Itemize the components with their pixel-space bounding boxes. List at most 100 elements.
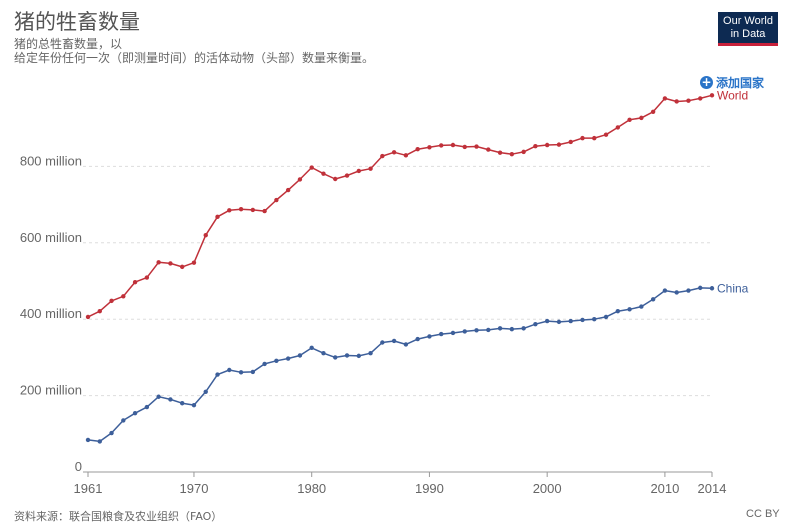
data-point-china — [238, 370, 244, 375]
data-point-china — [568, 318, 573, 324]
data-point-china — [439, 331, 444, 337]
data-point-world — [439, 143, 444, 148]
x-tick-label: 1980 — [297, 481, 326, 496]
data-point-china — [497, 326, 503, 331]
data-point-china — [509, 326, 515, 332]
data-point-world — [309, 165, 314, 170]
x-tick-label: 1990 — [415, 481, 444, 496]
data-point-world — [580, 135, 585, 141]
owid-logo[interactable]: Our World in Data — [718, 12, 778, 46]
data-point-world — [156, 260, 161, 265]
data-point-world — [168, 261, 173, 266]
data-point-china — [168, 397, 173, 402]
data-point-world — [344, 173, 350, 178]
data-point-china — [415, 336, 420, 342]
data-point-china — [132, 410, 138, 416]
data-point-world — [474, 144, 479, 149]
data-point-china — [262, 361, 267, 367]
data-point-world — [297, 177, 303, 182]
data-point-world — [698, 96, 703, 101]
data-point-china — [156, 394, 161, 399]
data-point-world — [450, 142, 456, 148]
data-point-china — [144, 404, 150, 410]
data-point-china — [709, 286, 715, 291]
y-tick-label: 0 — [75, 459, 82, 474]
data-point-world — [238, 206, 244, 212]
data-point-china — [462, 329, 467, 334]
data-point-world — [121, 294, 126, 299]
logo-line-2: in Data — [730, 28, 766, 40]
data-point-world — [627, 117, 632, 122]
data-point-china — [121, 418, 126, 423]
series-labels: World China — [717, 88, 749, 295]
data-point-world — [415, 147, 420, 152]
data-point-world — [109, 298, 114, 304]
data-point-world — [85, 314, 91, 320]
add-country-label: 添加国家 — [716, 76, 765, 90]
data-point-world — [650, 109, 656, 114]
data-point-china — [191, 402, 197, 408]
add-country-button[interactable]: + 添加国家 — [700, 74, 764, 91]
data-point-china — [215, 372, 220, 377]
data-point-world — [368, 166, 373, 171]
data-point-china — [474, 328, 479, 333]
data-point-world — [227, 208, 232, 213]
data-point-world — [662, 96, 668, 101]
data-point-china — [285, 356, 291, 361]
data-point-world — [250, 207, 256, 213]
data-point-world — [262, 208, 267, 214]
data-point-china — [603, 314, 609, 320]
subtitle-line-2: 给定年份任何一次（即测量时间）的活体动物（头部）数量来衡量。 — [14, 51, 375, 65]
data-point-china — [179, 401, 185, 406]
data-point-china — [297, 353, 303, 358]
data-point-world — [191, 260, 197, 265]
data-point-world — [462, 144, 467, 150]
data-point-world — [544, 142, 550, 148]
data-point-world — [521, 149, 526, 155]
data-point-world — [391, 150, 397, 155]
grid-lines — [83, 165, 712, 473]
data-point-china — [427, 334, 432, 339]
data-point-china — [250, 369, 256, 375]
series-label-china[interactable]: China — [717, 281, 749, 295]
data-point-china — [674, 290, 679, 295]
data-point-world — [509, 151, 515, 157]
data-point-china — [274, 358, 279, 364]
data-point-world — [215, 214, 220, 220]
data-point-china — [544, 318, 550, 324]
data-point-china — [686, 288, 691, 293]
x-tick-label: 1961 — [74, 481, 103, 496]
data-point-china — [333, 355, 338, 360]
license-link[interactable]: CC BY — [746, 508, 780, 520]
data-point-china — [368, 350, 373, 356]
subtitle-line-1: 猪的总牲畜数量，以 — [14, 37, 123, 51]
data-point-china — [556, 319, 562, 325]
data-point-china — [227, 367, 232, 373]
x-tick-label: 2010 — [650, 481, 679, 496]
data-point-world — [380, 153, 385, 159]
data-point-world — [403, 153, 409, 158]
data-point-china — [85, 437, 91, 443]
y-tick-label: 800 million — [20, 153, 82, 168]
data-point-world — [427, 145, 432, 150]
data-point-china — [533, 321, 538, 327]
series-lines — [85, 93, 715, 444]
data-point-china — [627, 307, 632, 312]
series-label-world[interactable]: World — [717, 88, 748, 102]
data-point-world — [592, 135, 597, 141]
x-tick-label: 2000 — [533, 481, 562, 496]
y-tick-label: 400 million — [20, 306, 82, 321]
data-point-world — [639, 115, 644, 121]
data-point-world — [615, 125, 621, 130]
y-axis-ticks: 0 200 million 400 million 600 million 800 mi… — [20, 153, 82, 474]
data-point-world — [486, 147, 491, 152]
data-point-world — [603, 132, 609, 137]
data-point-china — [592, 317, 597, 322]
data-point-world — [132, 279, 138, 285]
data-point-china — [521, 326, 526, 331]
data-point-china — [309, 345, 314, 351]
data-point-china — [380, 340, 385, 345]
data-point-china — [97, 439, 102, 444]
x-axis-ticks: 1961 1970 1980 1990 2000 2010 2014 — [74, 472, 726, 496]
